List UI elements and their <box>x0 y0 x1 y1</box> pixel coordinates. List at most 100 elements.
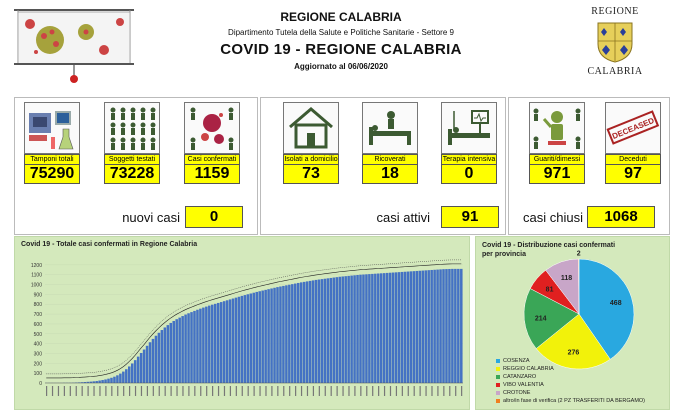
pie-slice <box>578 258 635 360</box>
x-tick-label <box>46 386 48 396</box>
bar <box>101 380 104 383</box>
x-tick-label <box>241 386 243 396</box>
pie-chart: 468 276 214 81 118 2 <box>523 251 635 370</box>
x-tick-label <box>212 386 214 396</box>
bar <box>261 290 264 383</box>
bar <box>323 278 327 383</box>
x-tick-label <box>87 386 89 396</box>
bar <box>335 277 339 383</box>
x-tick-label <box>461 386 463 396</box>
x-tick-label <box>170 386 172 396</box>
x-tick-label <box>158 386 160 396</box>
bar <box>184 314 187 383</box>
bar <box>187 313 190 383</box>
x-tick-label <box>383 386 386 396</box>
x-tick-label <box>75 386 77 396</box>
bar <box>311 280 315 383</box>
bar <box>418 270 422 383</box>
bar <box>379 273 383 383</box>
bar <box>308 280 312 383</box>
bar <box>122 371 125 383</box>
bar <box>231 298 235 383</box>
bar <box>246 294 250 383</box>
bar <box>457 268 460 383</box>
kpi-card-ricoverati: Ricoverati 18 <box>362 102 418 184</box>
bar <box>202 307 205 383</box>
bar <box>219 302 223 383</box>
bar <box>362 274 365 383</box>
x-tick-label <box>229 386 232 396</box>
bar <box>302 281 306 383</box>
kpi-label: Casi confermati <box>184 154 240 165</box>
legend-label: REGGIO CALABRIA <box>503 366 554 372</box>
pie-slice-label: 468 <box>610 300 622 307</box>
bar <box>365 274 368 383</box>
closed-cases-label: casi chiusi <box>523 210 583 225</box>
kpi-label: Tamponi totali <box>24 154 80 165</box>
region-name-top: REGIONE <box>591 6 639 17</box>
bar <box>385 272 389 383</box>
bar <box>264 289 267 383</box>
x-tick-label <box>51 386 54 396</box>
bar <box>240 295 244 383</box>
kpi-value: 1159 <box>184 165 240 184</box>
bar <box>89 381 92 383</box>
x-tick-label <box>443 386 445 396</box>
legend-item: REGGIO CALABRIA <box>496 365 666 373</box>
bar <box>172 320 175 383</box>
y-tick-label: 1100 <box>31 273 42 279</box>
bar <box>460 268 463 383</box>
bar-chart: 0 100 200 300 400 500 600 700 800 900 1000 1100 1200 <box>31 259 463 396</box>
house-icon <box>283 102 339 154</box>
x-tick-label <box>348 386 350 396</box>
legend-item: VIBO VALENTIA <box>496 381 666 389</box>
legend-item: CATANZARO <box>496 373 666 381</box>
x-tick-label <box>336 386 338 396</box>
bar <box>234 297 238 383</box>
x-tick-label <box>223 386 226 396</box>
bar <box>255 291 259 383</box>
bar <box>139 352 143 383</box>
bar <box>368 274 371 383</box>
kpi-value: 971 <box>529 165 585 184</box>
legend-item: COSENZA <box>496 357 666 365</box>
kpi-card-terapia: Terapia intensiva 0 <box>441 102 497 184</box>
updated-date: Aggiornato al 06/06/2020 <box>294 62 388 71</box>
bar <box>344 276 347 383</box>
kpi-value: 73 <box>283 165 339 184</box>
legend-label: VIBO VALENTIA <box>503 382 544 388</box>
bar <box>157 332 161 383</box>
x-tick-label <box>413 386 415 396</box>
x-tick-label <box>289 386 291 396</box>
x-tick-label <box>206 386 208 396</box>
bar <box>394 272 398 383</box>
bar <box>326 278 330 383</box>
x-tick-label <box>449 386 451 396</box>
bar <box>329 277 333 383</box>
bar <box>133 360 137 383</box>
bar <box>151 338 155 383</box>
bar <box>403 271 407 383</box>
x-tick-label <box>271 386 273 396</box>
bar <box>86 381 90 383</box>
kpi-label: Terapia intensiva <box>441 154 497 165</box>
bar <box>332 277 336 383</box>
y-tick-label: 300 <box>34 351 43 357</box>
x-tick-label <box>330 386 332 396</box>
kpi-label: Ricoverati <box>362 154 418 165</box>
x-tick-label <box>140 386 143 396</box>
bar <box>193 310 196 383</box>
x-tick-label <box>123 386 125 396</box>
bar <box>98 380 101 383</box>
x-tick-label <box>134 386 137 396</box>
x-tick-label <box>146 386 148 396</box>
x-tick-label <box>182 386 184 396</box>
bar <box>445 269 448 383</box>
pie-chart-title: Covid 19 - Distribuzione casi confermati… <box>482 242 616 258</box>
bar <box>279 286 282 383</box>
bar <box>258 291 261 383</box>
x-tick-label <box>194 386 196 396</box>
new-cases-value: 0 <box>185 206 243 228</box>
pie-slice-label: 214 <box>535 315 547 322</box>
bar <box>136 356 140 383</box>
